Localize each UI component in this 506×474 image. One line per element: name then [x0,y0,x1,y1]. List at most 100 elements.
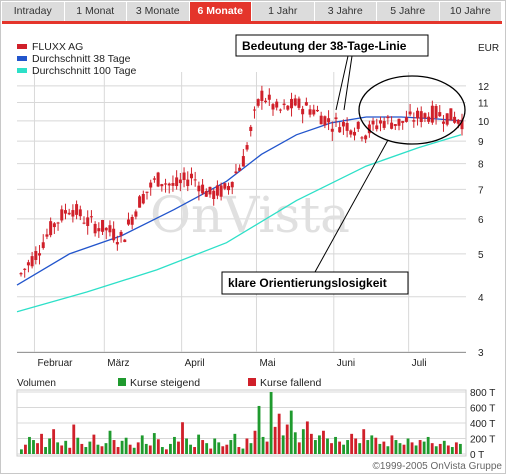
candle-body [267,94,271,100]
candle-body [338,127,342,133]
candle-body [449,108,453,121]
candle-body [160,184,164,187]
volume-bar [169,443,172,454]
candle-body [230,181,234,188]
volume-bar [225,444,229,454]
x-axis-labels: Februar März April Mai Juni Juli [37,358,426,369]
x-tick-1: März [107,358,129,369]
volume-bar [374,437,378,454]
volume-bar [205,443,209,454]
candle-body [419,111,423,122]
volume-bar [44,447,47,454]
volume-bar [80,443,84,454]
candle-body [26,262,30,266]
annotation-orient: klare Orientierungslosigkeit [221,139,409,295]
candle-body [56,222,60,224]
candle-body [382,121,386,128]
candle-body [130,216,134,225]
candle-body [341,121,345,127]
volume-bar [269,392,273,454]
ma100-group [16,134,462,313]
candle-body [393,124,397,127]
volume-bar [233,433,237,454]
volume-bar [450,447,454,454]
volume-bar [229,440,233,454]
vol-y-tick-0: 0 T [470,450,484,461]
annotation-orient-text: klare Orientierungslosigkeit [228,276,387,290]
volume-bar [217,442,221,454]
volume-bar [148,445,152,454]
volume-bar [253,430,257,454]
volume-bar [160,447,164,454]
y-tick-6: 6 [478,215,484,226]
volume-bar [322,430,325,454]
volume-bar [378,443,382,454]
candle-body [60,209,64,221]
tab-underline [2,21,502,24]
candle-body [138,196,142,208]
volume-bar [442,440,446,454]
volume-bar [32,440,35,454]
candle-body [201,184,205,194]
tab-1-monat[interactable]: 1 Monat [64,2,127,21]
candle-body [286,105,290,110]
volume-bar [309,433,313,454]
x-tick-2: April [185,358,205,369]
candle-body [241,156,245,167]
candle-body [256,99,260,106]
tab-3-monate[interactable]: 3 Monate [127,2,190,21]
volume-bar [281,435,285,454]
candle-body [52,223,56,228]
volume-bar [185,438,188,454]
candle-body [327,118,331,123]
candle-body [86,217,90,226]
candle-body [167,183,171,186]
tab-intraday[interactable]: Intraday [2,2,65,21]
candle-body [353,131,357,136]
legend-swatch-1 [17,56,27,61]
vol-legend-swatch-0 [118,378,126,386]
candle-body [123,239,127,243]
candle-body [101,219,105,232]
candle-body [456,119,460,124]
candle-body [212,190,216,199]
candle-body [301,108,305,115]
volume-bar [116,447,120,454]
candle-body [145,191,149,193]
volume-bar [273,426,277,454]
y-tick-11: 11 [478,99,489,110]
volume-bar [305,421,309,454]
candle-body [304,102,308,106]
candle-body [223,183,227,189]
volume-bar [144,443,148,454]
y-tick-5: 5 [478,250,484,261]
vol-y-tick-600: 600 T [470,404,495,415]
volume-bar [301,429,305,454]
candle-body [219,185,223,197]
tab-3-jahre[interactable]: 3 Jahre [314,2,377,21]
candle-body [323,116,327,126]
tab-10-jahre[interactable]: 10 Jahre [439,2,502,21]
volume-bar [277,413,281,454]
volume-bar [193,447,196,454]
volume-bar [289,410,293,454]
tab-5-jahre[interactable]: 5 Jahre [377,2,440,21]
candle-body [297,98,301,108]
legend-swatch-0 [17,44,27,49]
copyright: ©1999-2005 OnVista Gruppe [372,461,503,472]
candle-body [175,177,179,187]
candle-body [290,98,294,109]
volume-bar [84,447,88,454]
candle-body [378,120,382,124]
candle-body [438,112,442,117]
legend-label-0: FLUXX AG [32,41,83,53]
tab-6-monate[interactable]: 6 Monate [189,2,252,21]
candle-body [275,101,279,108]
tab-1-jahr[interactable]: 1 Jahr [252,2,315,21]
volume-legend: Kurse steigend Kurse fallend [118,377,321,389]
annotation-orient-pointer [314,139,389,273]
candle-body [45,234,49,237]
candle-body [134,211,138,217]
legend-label-2: Durchschnitt 100 Tage [32,65,136,77]
